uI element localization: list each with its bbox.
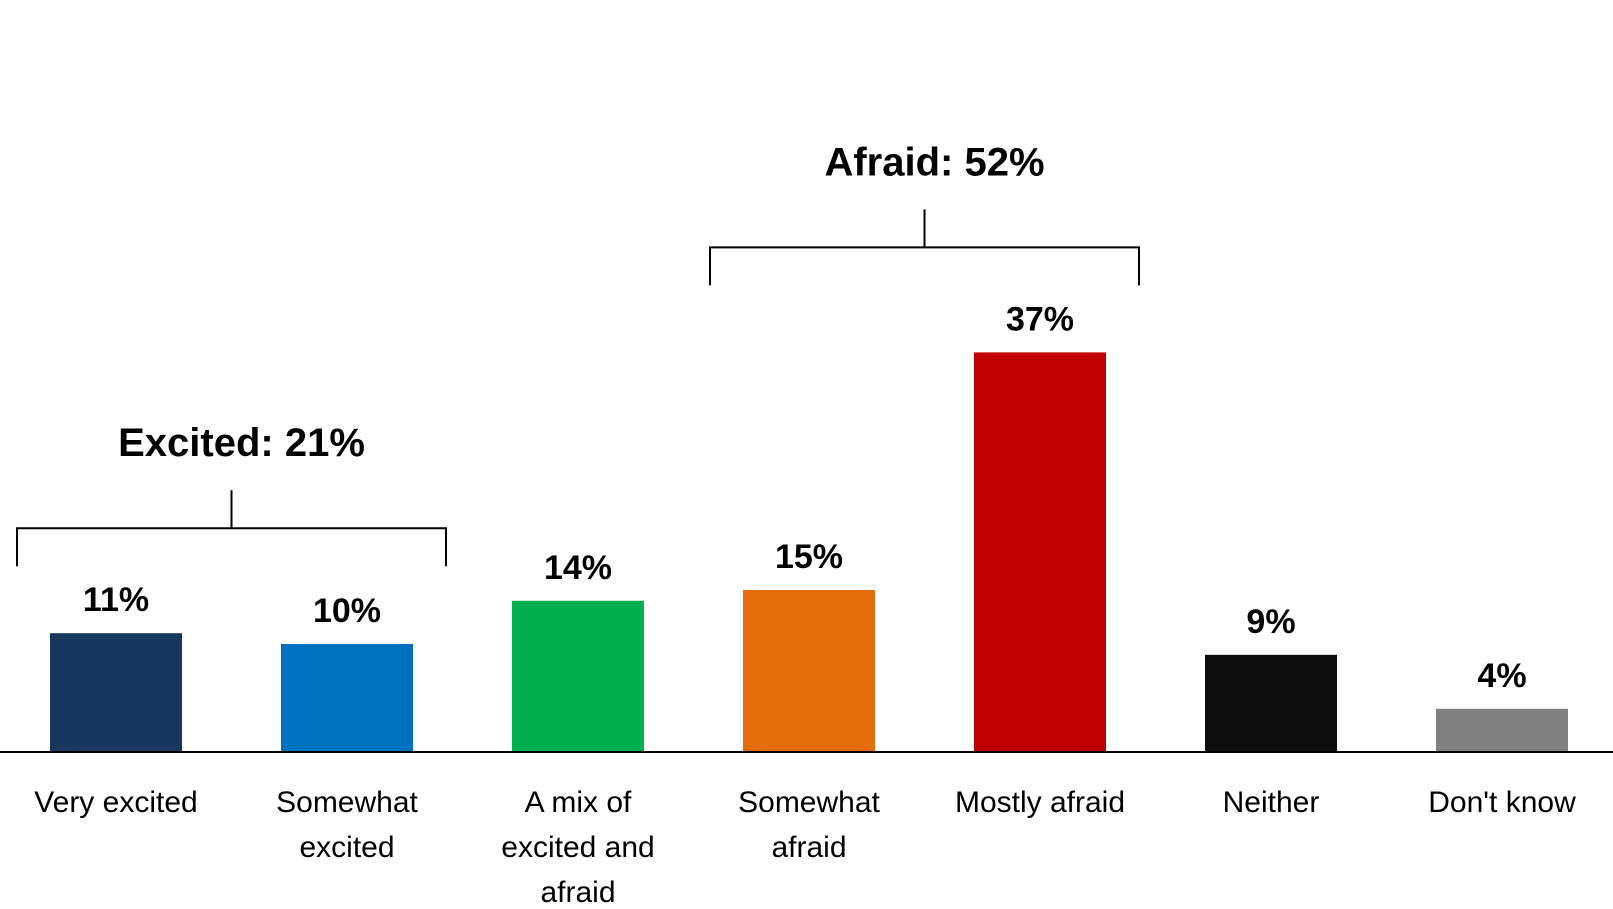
group-brackets: Excited: 21% Afraid: 52% xyxy=(16,140,1140,567)
category-label-2-line-0: A mix of xyxy=(525,786,632,819)
category-label-2-line-2: afraid xyxy=(540,876,615,909)
value-label-2: 14% xyxy=(544,549,612,587)
category-label-2: A mix of excited and afraid xyxy=(501,786,654,909)
bar-5 xyxy=(1205,654,1337,752)
group-label-0: Excited: 21% xyxy=(118,421,365,465)
bar-0 xyxy=(50,633,182,752)
category-label-1-line-1: excited xyxy=(299,831,394,864)
group-bracket-1 xyxy=(709,209,1140,286)
category-label-6-line-0: Don't know xyxy=(1428,786,1576,819)
group-label-1: Afraid: 52% xyxy=(824,140,1044,184)
value-label-0: 11% xyxy=(83,581,149,619)
bars xyxy=(50,352,1568,752)
category-label-3-line-1: afraid xyxy=(771,831,846,864)
category-label-4: Mostly afraid xyxy=(955,786,1125,819)
bar-3 xyxy=(743,590,875,752)
category-label-1: Somewhat excited xyxy=(276,786,418,864)
category-label-6: Don't know xyxy=(1428,786,1576,819)
value-labels: 11% 10% 14% 15% 37% 9% 4% xyxy=(83,300,1527,694)
category-label-5: Neither xyxy=(1223,786,1320,819)
category-label-2-line-1: excited and xyxy=(501,831,654,864)
category-label-1-line-0: Somewhat xyxy=(276,786,418,819)
bar-4 xyxy=(974,352,1106,752)
bar-1 xyxy=(281,644,413,752)
bar-2 xyxy=(512,600,644,752)
category-label-3: Somewhat afraid xyxy=(738,786,880,864)
category-label-0: Very excited xyxy=(34,786,197,819)
value-label-4: 37% xyxy=(1006,300,1074,338)
category-label-5-line-0: Neither xyxy=(1223,786,1320,819)
value-label-3: 15% xyxy=(775,538,843,576)
category-labels: Very excited Somewhat excited A mix of excit… xyxy=(34,786,1576,909)
value-label-1: 10% xyxy=(313,592,381,630)
category-label-3-line-0: Somewhat xyxy=(738,786,880,819)
category-label-4-line-0: Mostly afraid xyxy=(955,786,1125,819)
group-bracket-0 xyxy=(16,490,447,567)
bar-6 xyxy=(1436,708,1568,752)
value-label-5: 9% xyxy=(1246,603,1295,641)
category-label-0-line-0: Very excited xyxy=(34,786,197,819)
value-label-6: 4% xyxy=(1477,657,1526,695)
